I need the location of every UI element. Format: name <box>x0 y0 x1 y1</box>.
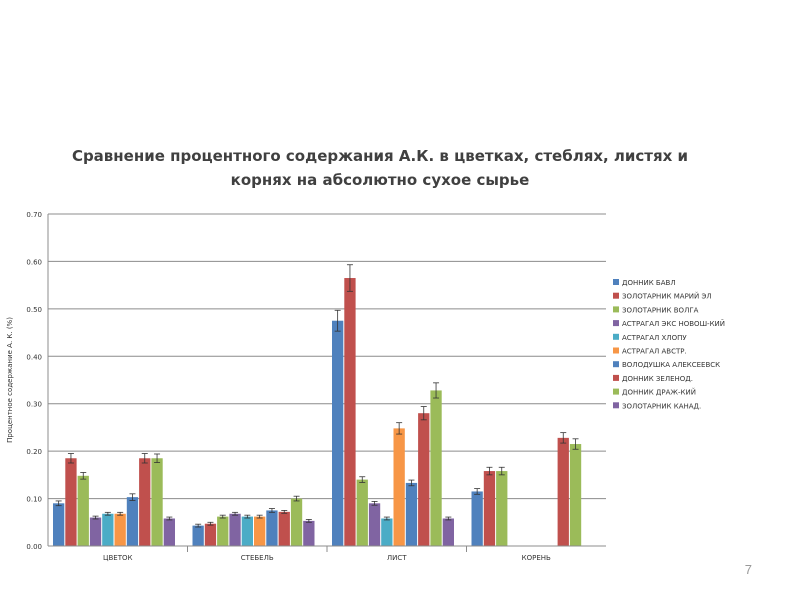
bar <box>332 320 344 546</box>
y-axis-title: Процентное содержание А. К. (%) <box>6 317 14 443</box>
x-tick-label: СТЕБЕЛЬ <box>241 554 274 562</box>
bar <box>89 517 102 546</box>
legend-label: ДОННИК ДРАЖ-КИЙ <box>622 388 696 397</box>
x-tick-label: КОРЕНЬ <box>522 554 551 562</box>
bar <box>114 513 126 546</box>
bar <box>569 444 582 546</box>
bar <box>241 516 253 546</box>
legend-label: ДОННИК БАВЛ <box>622 279 676 287</box>
legend-swatch <box>613 402 619 409</box>
bar <box>430 390 442 546</box>
bar <box>229 513 241 546</box>
legend-swatch <box>613 347 619 354</box>
x-tick-label: ЛИСТ <box>387 554 407 562</box>
bar <box>217 516 229 546</box>
bar <box>471 491 483 546</box>
y-tick-label: 0.30 <box>26 401 42 409</box>
page-number: 7 <box>744 562 752 577</box>
y-tick-label: 0.10 <box>26 496 42 504</box>
bar <box>483 471 496 546</box>
bar <box>77 475 89 546</box>
legend: ДОННИК БАВЛ ЗОЛОТАРНИК МАРИЙ ЭЛ ЗОЛОТАРНИК… <box>613 279 725 410</box>
bar <box>254 516 266 546</box>
legend-swatch <box>613 306 619 313</box>
gridlines <box>48 213 606 500</box>
bar <box>356 479 368 546</box>
legend-swatch <box>613 320 619 327</box>
bar <box>139 458 151 546</box>
chart-title: Сравнение процентного содержания А.К. в … <box>60 144 700 192</box>
legend-label: АСТРАГАЛ АВСТР. <box>622 348 687 356</box>
chart-title-line-1: Сравнение процентного содержания А.К. в … <box>71 147 689 165</box>
bar <box>557 437 569 546</box>
bar <box>442 518 454 546</box>
bar <box>405 482 418 546</box>
y-tick-label: 0.50 <box>26 306 42 314</box>
bar <box>278 511 290 546</box>
bar <box>418 413 430 546</box>
bar <box>204 523 217 546</box>
bar <box>151 458 163 546</box>
bar <box>290 498 303 546</box>
legend-label: ВОЛОДУШКА АЛЕКСЕЕВСК <box>622 361 720 369</box>
bar <box>368 503 381 546</box>
legend-swatch <box>613 361 619 368</box>
x-tick-label: ЦВЕТОК <box>103 554 132 562</box>
chart-title-line-2: корнях на абсолютно сухое сырье <box>230 171 530 189</box>
y-tick-label: 0.00 <box>26 543 42 551</box>
bar <box>393 428 405 546</box>
bar <box>344 278 356 546</box>
bar <box>126 497 139 546</box>
legend-label: ЗОЛОТАРНИК МАРИЙ ЭЛ <box>622 292 712 301</box>
bar <box>266 510 278 546</box>
y-tick-label: 0.40 <box>26 353 42 361</box>
bar <box>65 458 77 546</box>
bar <box>496 471 508 546</box>
bar <box>381 518 393 546</box>
legend-label: АСТРАГАЛ ЭКС НОВОШ-КИЙ <box>622 319 725 328</box>
y-tick-label: 0.60 <box>26 258 42 266</box>
legend-swatch <box>613 292 619 299</box>
y-tick-label: 0.70 <box>26 211 42 219</box>
legend-swatch <box>613 388 619 395</box>
bar <box>163 518 175 546</box>
legend-label: ЗОЛОТАРНИК КАНАД. <box>622 402 701 410</box>
legend-label: ДОННИК ЗЕЛЕНОД. <box>622 375 693 383</box>
bars <box>53 264 582 546</box>
legend-label: ЗОЛОТАРНИК ВОЛГА <box>622 306 699 314</box>
y-tick-label: 0.20 <box>26 448 42 456</box>
bar <box>303 520 315 546</box>
legend-swatch <box>613 333 619 340</box>
legend-swatch <box>613 374 619 381</box>
bar <box>192 525 204 546</box>
bar <box>53 503 65 546</box>
legend-swatch <box>613 279 619 285</box>
legend-label: АСТРАГАЛ ХЛОПУ <box>622 334 687 342</box>
bar <box>102 513 114 546</box>
axes: 0.00 0.10 0.20 0.30 0.40 0.50 0.60 0.70 Процентн… <box>6 211 606 562</box>
